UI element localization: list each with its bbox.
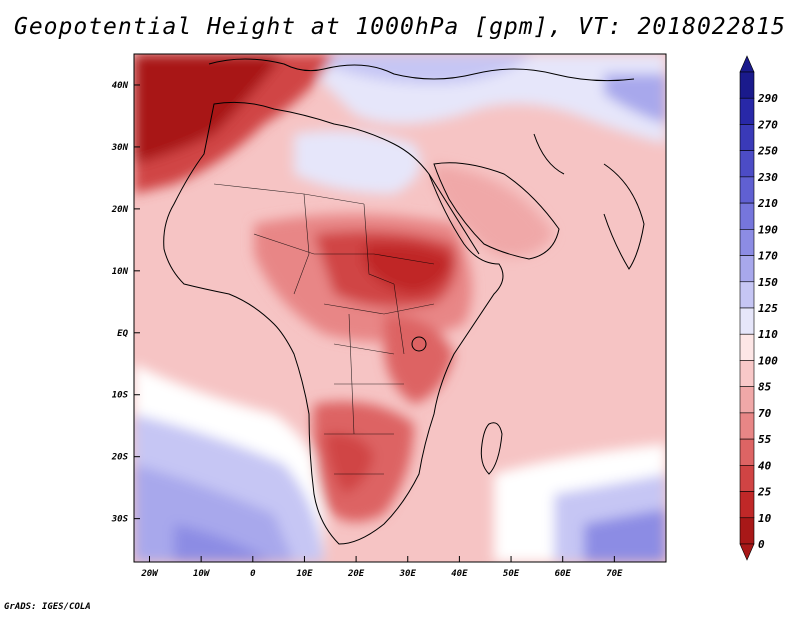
x-tick-label: 60E xyxy=(555,569,572,579)
colorbar-swatch xyxy=(739,229,755,256)
colorbar-label: 250 xyxy=(757,145,778,158)
colorbar-swatch xyxy=(739,412,755,440)
colorbar-swatch xyxy=(739,307,755,335)
colorbar-swatch xyxy=(739,386,755,414)
colorbar-label: 270 xyxy=(757,118,778,131)
x-tick-label: 20W xyxy=(140,569,159,579)
colorbar-swatch xyxy=(739,465,755,492)
colorbar-swatch xyxy=(739,150,755,178)
y-tick-label: 10S xyxy=(112,391,129,401)
colorbar-swatch xyxy=(739,202,755,230)
colorbar-swatch xyxy=(739,124,755,151)
colorbar-label: 230 xyxy=(757,171,778,184)
colorbar-top-arrow xyxy=(739,55,755,73)
colorbar-label: 190 xyxy=(758,223,778,236)
x-tick-label: 70E xyxy=(606,569,623,579)
x-tick-label: 40E xyxy=(451,569,468,579)
colorbar-swatch xyxy=(739,71,755,99)
colorbar-swatch xyxy=(739,438,755,466)
colorbar-swatch xyxy=(739,517,755,545)
colorbar-label: 110 xyxy=(758,328,778,341)
map-frame xyxy=(133,53,667,563)
height-field xyxy=(134,54,666,562)
x-tick-label: 20E xyxy=(347,569,365,579)
colorbar-swatch xyxy=(739,360,755,387)
colorbar-label: 150 xyxy=(758,276,778,289)
x-tick-label: 30E xyxy=(399,569,417,579)
colorbar-label: 290 xyxy=(757,92,778,105)
colorbar-label: 25 xyxy=(757,486,772,499)
colorbar-swatch xyxy=(739,281,755,309)
y-tick-label: 10N xyxy=(112,267,129,277)
colorbar-label: 170 xyxy=(758,250,778,263)
x-tick-label: 10E xyxy=(296,569,313,579)
grads-credit: GrADS: IGES/COLA xyxy=(4,602,91,612)
colorbar-swatch xyxy=(739,97,755,125)
y-tick-label: EQ xyxy=(117,329,128,339)
x-tick-label: 0 xyxy=(250,569,256,579)
y-tick-label: 20N xyxy=(111,205,129,215)
colorbar-label: 100 xyxy=(758,354,778,367)
coastlines xyxy=(163,58,645,545)
map-panel: 20W 10W 0 10E 20E 30E 40E 50E 60E 70E 40N 30N 20N 10… xyxy=(111,53,667,579)
y-tick-label: 30S xyxy=(111,515,129,525)
colorbar-bottom-arrow xyxy=(739,543,755,561)
chart-title: Geopotential Height at 1000hPa [gpm], VT… xyxy=(13,14,787,40)
colorbar-label: 85 xyxy=(758,381,772,394)
colorbar-wrap: 290 270 250 230 210 190 170 150 125 110 100 85 70 55 4… xyxy=(739,55,800,564)
colorbar-label: 55 xyxy=(758,433,772,446)
colorbar-label: 0 xyxy=(758,538,765,551)
x-axis: 20W 10W 0 10E 20E 30E 40E 50E 60E 70E xyxy=(140,556,623,579)
colorbar-swatch xyxy=(739,255,755,283)
colorbar-swatch xyxy=(739,491,755,519)
colorbar-label: 10 xyxy=(758,512,772,525)
colorbar-label: 125 xyxy=(758,302,778,315)
colorbar-label: 40 xyxy=(758,459,772,472)
colorbar-label: 210 xyxy=(757,197,778,210)
colorbar-swatch xyxy=(739,333,755,361)
y-tick-label: 40N xyxy=(112,81,129,91)
map-svg: 20W 10W 0 10E 20E 30E 40E 50E 60E 70E 40N 30N 20N 10… xyxy=(111,53,667,579)
colorbar: 2902702502302101901701501251101008570554… xyxy=(739,55,778,561)
y-tick-label: 30N xyxy=(111,143,129,153)
colorbar-label: 70 xyxy=(758,407,772,420)
colorbar-swatch xyxy=(739,176,755,204)
y-tick-label: 20S xyxy=(111,453,129,463)
x-tick-label: 50E xyxy=(503,569,520,579)
country-borders xyxy=(213,183,435,475)
y-axis: 40N 30N 20N 10N EQ 10S 20S 30S xyxy=(111,81,140,525)
x-tick-label: 10W xyxy=(193,569,211,579)
